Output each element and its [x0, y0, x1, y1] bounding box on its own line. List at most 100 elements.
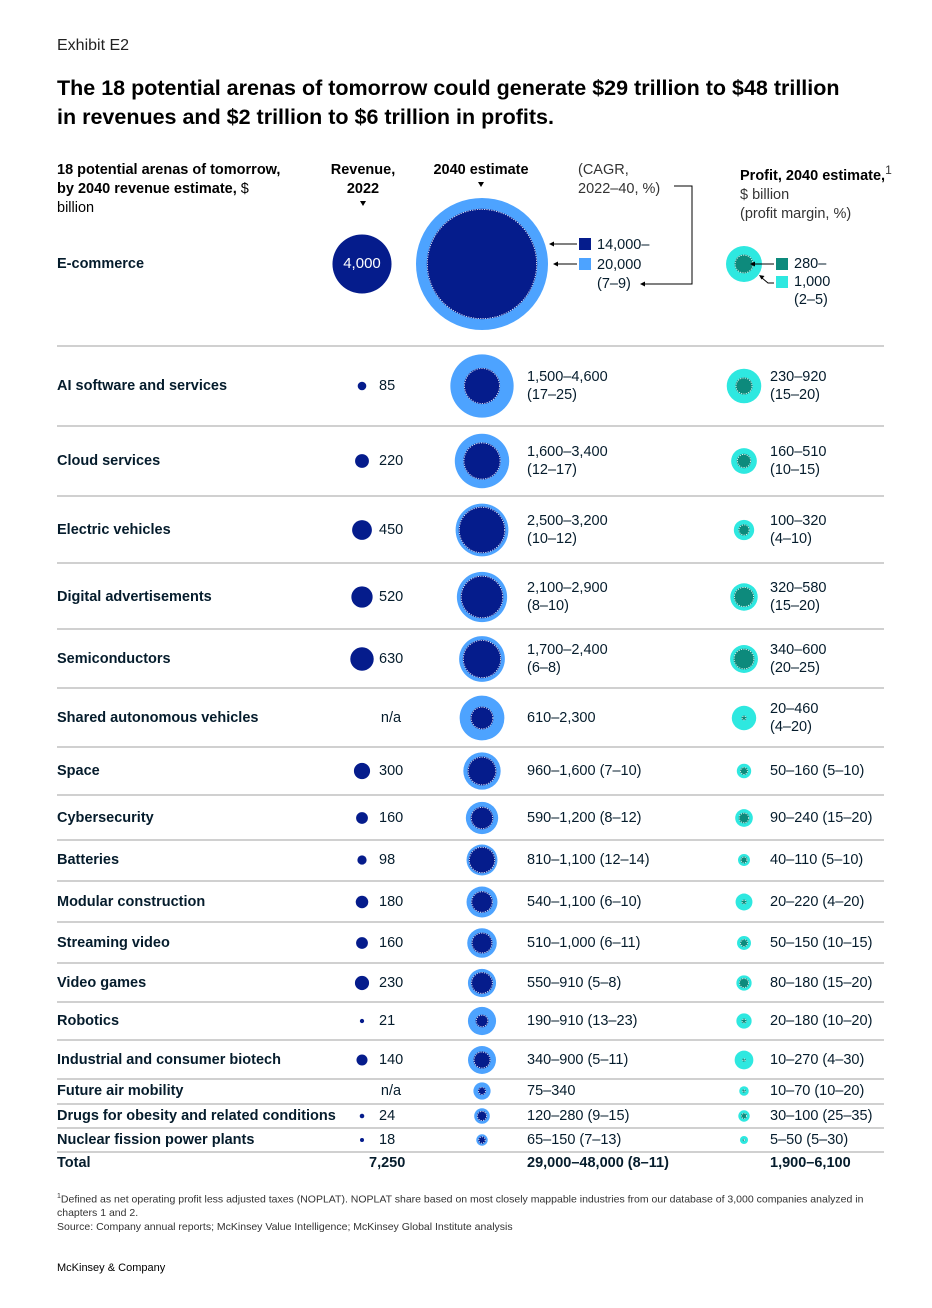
profit-margin: (15–20): [770, 387, 820, 403]
header-profit-bold: Profit, 2040 estimate,: [740, 167, 886, 184]
arena-name: Space: [57, 763, 100, 779]
arrow-left-icon: [759, 275, 765, 280]
total-label: Total: [57, 1155, 91, 1171]
revenue-2040-bubble-inner: [463, 367, 501, 405]
revenue-2040-bubble-inner: [476, 1110, 488, 1122]
revenue-2022-label: 180: [379, 894, 403, 910]
header-cagr: (CAGR, 2022–40, %): [578, 161, 698, 199]
revenue-2022-label: 85: [379, 378, 395, 394]
revenue-2040-bubble-inner: [467, 756, 497, 786]
revenue-2040-bubble-inner: [471, 972, 493, 994]
revenue-2040-bubble-inner: [426, 208, 538, 320]
revenue-2022-label: 98: [379, 852, 395, 868]
revenue-2040-range: 1,500–4,600: [527, 369, 608, 385]
revenue-2022-bubble: [353, 762, 371, 780]
revenue-2040-range: 2,500–3,200: [527, 513, 608, 529]
revenue-2040-range: 510–1,000 (6–11): [527, 935, 640, 951]
revenue-2040-range: 75–340: [527, 1083, 575, 1099]
arena-name: Electric vehicles: [57, 522, 171, 538]
arena-name: Digital advertisements: [57, 589, 212, 605]
legend-arrow-line: [761, 277, 774, 284]
legend-high-swatch: [579, 258, 591, 270]
revenue-2022-label: 520: [379, 589, 403, 605]
revenue-2040-range: 2,100–2,900: [527, 580, 608, 596]
profit-range: 230–920: [770, 369, 826, 385]
profit-range: 30–100 (25–35): [770, 1108, 872, 1124]
profit-bubble-inner-outline: [735, 377, 753, 395]
profit-bubble-inner: [740, 856, 748, 864]
revenue-2040-cagr: (17–25): [527, 387, 577, 403]
profit-bubble-inner: [738, 524, 750, 536]
revenue-2022-label: 630: [379, 651, 403, 667]
revenue-2022-label: 220: [379, 453, 403, 469]
legend-low-swatch: [579, 238, 591, 250]
arena-name: Robotics: [57, 1013, 119, 1029]
revenue-2040-bubble-inner: [470, 806, 494, 830]
revenue-2022-bubble: [356, 937, 368, 949]
revenue-2022-bubble: [350, 647, 374, 671]
profit-bubble-inner: [739, 766, 749, 776]
revenue-2040-bubble-inner-outline: [462, 639, 502, 679]
revenue-2022-label: 21: [379, 1013, 395, 1029]
revenue-2040-bubble-inner-outline: [478, 1087, 486, 1095]
profit-range: 80–180 (15–20): [770, 975, 872, 991]
revenue-2022-label: 300: [379, 763, 403, 779]
revenue-2040-range: 65–150 (7–13): [527, 1132, 621, 1148]
revenue-2040-range: 550–910 (5–8): [527, 975, 621, 991]
revenue-2040-range: 1,700–2,400: [527, 642, 608, 658]
profit-bubble-inner: [734, 254, 754, 274]
revenue-2040-bubble-inner-outline: [464, 368, 500, 404]
profit-bubble-inner: [733, 648, 755, 670]
profit-bubble-inner-outline: [740, 939, 748, 947]
arena-name: Semiconductors: [57, 651, 171, 667]
revenue-2022-bubble: [359, 1113, 365, 1119]
revenue-2040-bubble-inner: [468, 846, 496, 874]
revenue-2040-cagr: (12–17): [527, 462, 577, 478]
profit-bubble-inner-outline: [739, 978, 749, 988]
header-arenas: 18 potential arenas of tomorrow, by 2040…: [57, 161, 287, 218]
revenue-2040-range: 610–2,300: [527, 710, 596, 726]
legend-profit-low: 280–: [794, 256, 827, 272]
revenue-2022-bubble: [355, 454, 369, 468]
header-revenue-line1: Revenue,: [330, 162, 396, 178]
revenue-2022-label: n/a: [381, 1083, 402, 1099]
revenue-2022-bubble: [357, 855, 367, 865]
header-profit-margin: (profit margin, %): [740, 205, 852, 222]
footnote-marker: 1: [57, 1193, 61, 1200]
footnote: 1Defined as net operating profit less ad…: [57, 1190, 887, 1234]
arena-name: E-commerce: [57, 256, 144, 272]
header-cagr-line2: 2022–40, %): [578, 181, 661, 197]
profit-range: 20–220 (4–20): [770, 894, 864, 910]
revenue-2040-bubble-inner-outline: [458, 506, 506, 554]
revenue-2040-range: 590–1,200 (8–12): [527, 810, 642, 826]
revenue-2040-bubble-inner-outline: [460, 575, 504, 619]
profit-range: 40–110 (5–10): [770, 852, 863, 868]
profit-bubble-inner: [738, 812, 750, 824]
revenue-2040-range: 120–280 (9–15): [527, 1108, 629, 1124]
arena-name: Nuclear fission power plants: [57, 1132, 254, 1148]
arrow-left-icon: [549, 241, 554, 247]
revenue-2022-bubble: [356, 812, 368, 824]
header-estimate-text: 2040 estimate: [433, 162, 529, 178]
revenue-2040-bubble-inner: [477, 1086, 487, 1096]
revenue-2022-bubble: [332, 234, 392, 294]
profit-range: 10–270 (4–30): [770, 1052, 864, 1068]
legend-revenue-low: 14,000–: [597, 237, 650, 253]
revenue-2040-range: 1,600–3,400: [527, 444, 608, 460]
revenue-2040-bubble-inner-outline: [471, 932, 493, 954]
revenue-2040-range: 340–900 (5–11): [527, 1052, 628, 1068]
revenue-2040-bubble-inner-outline: [470, 706, 494, 730]
revenue-2040-bubble-inner: [470, 706, 494, 730]
revenue-2022-label: 160: [379, 935, 403, 951]
arena-name: Drugs for obesity and related conditions: [57, 1108, 336, 1124]
revenue-2040-bubble-inner-outline: [478, 1136, 486, 1144]
arena-name: AI software and services: [57, 378, 227, 394]
revenue-2040-cagr: (6–8): [527, 660, 561, 676]
revenue-2040-bubble-inner: [475, 1014, 489, 1028]
revenue-2040-bubble-inner: [471, 932, 493, 954]
header-profit: Profit, 2040 estimate,1 $ billion (profit…: [740, 161, 900, 224]
profit-bubble-inner-outline: [741, 1113, 747, 1119]
profit-range: 20–180 (10–20): [770, 1013, 872, 1029]
profit-bubble-inner-outline: [738, 812, 750, 824]
profit-range: 5–50 (5–30): [770, 1132, 848, 1148]
